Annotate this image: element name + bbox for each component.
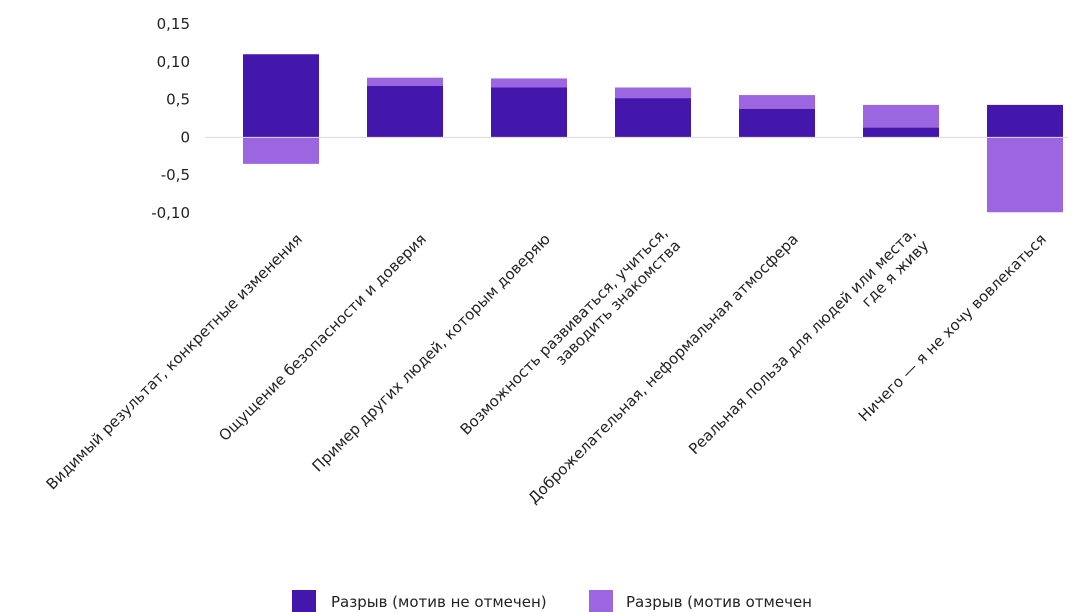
category-label: Видимый результат, конкретные изменения <box>43 230 306 493</box>
legend-swatch <box>292 590 316 612</box>
category-label: Ощущение безопасности и доверия <box>215 230 430 445</box>
category-label-line: заводить знакомства <box>552 236 684 368</box>
category-label: Пример других людей, которым доверяю <box>309 230 554 475</box>
bar-marked <box>367 77 443 86</box>
bar-not-marked <box>739 108 815 138</box>
bar-not-marked <box>367 85 443 138</box>
y-tick-label: 0,5 <box>166 91 190 109</box>
y-axis: 0,15 0,10 0,5 0 -0,5 -0,10 <box>151 15 190 222</box>
x-axis-labels: Видимый результат, конкретные измененияО… <box>43 224 1050 508</box>
category-label: Реальная польза для людей или места,где … <box>685 224 932 471</box>
category-label: Возможность развиваться, учиться,заводит… <box>457 224 685 452</box>
category-label-line: Реальная польза для людей или места, <box>685 224 919 458</box>
bar-marked <box>987 137 1063 213</box>
legend: Разрыв (мотив не отмечен) Разрыв (мотив о… <box>292 590 812 612</box>
bar-marked <box>243 137 319 164</box>
y-tick-label: -0,5 <box>161 166 190 184</box>
bar-not-marked <box>987 104 1063 138</box>
category-label: Доброжелательная, неформальная атмосфера <box>525 230 802 507</box>
y-tick-label: -0,10 <box>151 204 190 222</box>
legend-label: Разрыв (мотив не отмечен) <box>331 593 547 611</box>
legend-swatch <box>589 590 613 612</box>
bar-not-marked <box>615 98 691 138</box>
y-tick-label: 0,10 <box>157 53 190 71</box>
category-label-line: Видимый результат, конкретные изменения <box>43 230 306 493</box>
y-tick-label: 0,15 <box>157 15 190 33</box>
category-label-line: Доброжелательная, неформальная атмосфера <box>525 230 802 507</box>
bar-not-marked <box>863 127 939 138</box>
bar-marked <box>491 78 567 88</box>
bar-marked <box>863 104 939 128</box>
bar-not-marked <box>491 87 567 138</box>
bars <box>243 54 1063 213</box>
bar-not-marked <box>243 54 319 138</box>
y-tick-label: 0 <box>180 128 190 146</box>
bar-marked <box>615 87 691 99</box>
legend-label: Разрыв (мотив отмечен <box>626 593 812 611</box>
bar-marked <box>739 95 815 109</box>
category-label-line: Пример других людей, которым доверяю <box>309 230 554 475</box>
category-label-line: Возможность развиваться, учиться, <box>457 224 672 439</box>
category-label-line: Ощущение безопасности и доверия <box>215 230 430 445</box>
